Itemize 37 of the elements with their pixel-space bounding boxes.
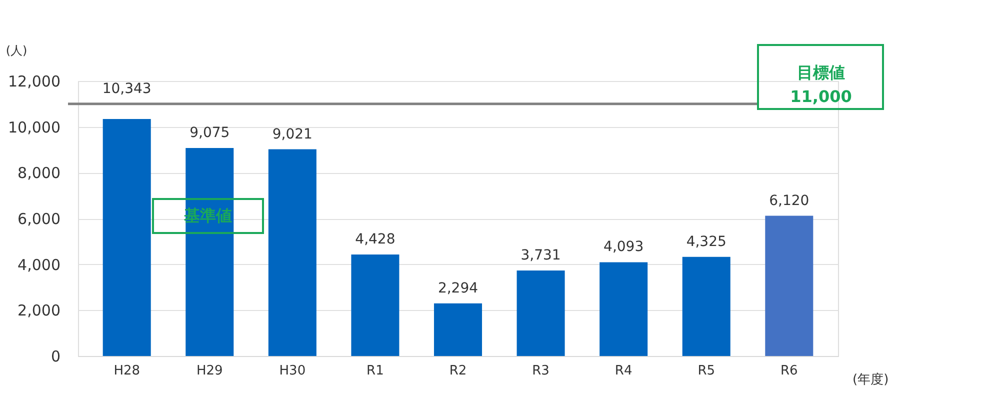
data-label: 4,428 [355, 232, 396, 248]
x-tick-label: H30 [279, 364, 306, 378]
ref-line-label: 目標値 11,000 [790, 63, 852, 106]
x-tick-label: H28 [114, 364, 140, 378]
data-label: 9,075 [190, 125, 230, 142]
data-label: 2,294 [438, 280, 478, 296]
bar [765, 216, 814, 356]
y-tick-label: 6,000 [18, 210, 60, 228]
bar [351, 254, 400, 356]
x-tick-label: R2 [449, 364, 467, 378]
bar [102, 118, 151, 356]
x-tick-label: R6 [780, 364, 798, 378]
data-label: 6,120 [769, 192, 810, 209]
y-tick-label: 10,000 [8, 118, 60, 136]
data-label: 10,343 [102, 80, 152, 97]
x-tick-label: R5 [698, 364, 716, 378]
x-tick-label: H29 [196, 364, 223, 378]
x-axis-title: (年度) [852, 372, 889, 388]
bar [516, 270, 565, 356]
bar [186, 148, 234, 356]
x-tick-label: R3 [532, 364, 550, 378]
y-tick-label: 8,000 [18, 164, 60, 182]
y-tick-label: 0 [50, 348, 60, 366]
bar [600, 262, 648, 356]
bar [268, 149, 316, 356]
data-label: 9,021 [272, 126, 312, 142]
y-tick-label: 2,000 [18, 302, 60, 320]
bar [434, 303, 482, 356]
data-label: 4,325 [686, 234, 726, 250]
y-tick-label: 4,000 [18, 256, 60, 274]
data-label: 3,731 [520, 248, 561, 264]
y-axis-title: (人) [6, 44, 28, 58]
data-label: 4,093 [604, 239, 644, 256]
y-tick-label: 12,000 [8, 72, 60, 90]
x-tick-label: R4 [614, 364, 632, 378]
bar [682, 256, 730, 356]
x-tick-label: R1 [366, 364, 384, 378]
